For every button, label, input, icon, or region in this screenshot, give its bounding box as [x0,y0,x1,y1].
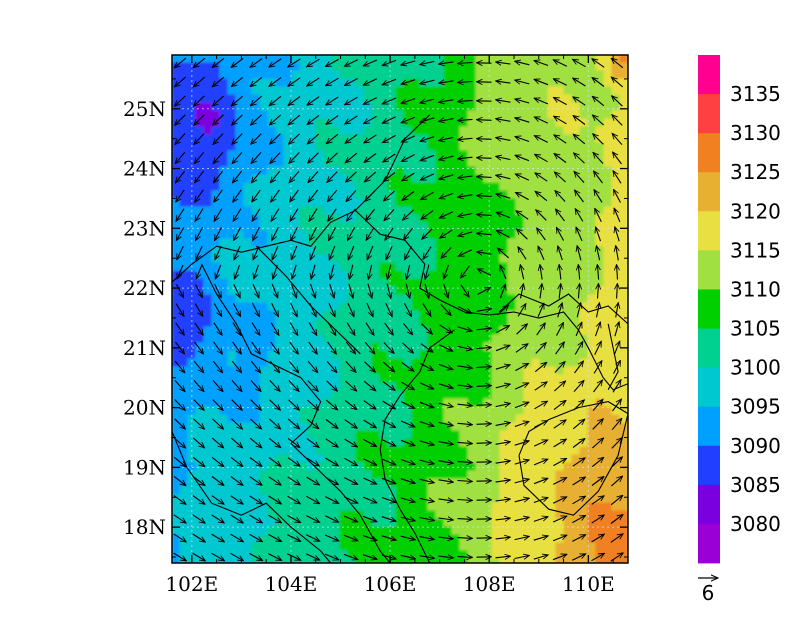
colorbar-label: 3110 [730,278,781,302]
y-tick-label: 19N [123,455,166,479]
shaded-field [172,55,628,563]
x-tick-label: 104E [265,572,318,596]
colorbar-label: 3120 [730,199,781,223]
reference-vector-label: 6 [702,581,715,605]
colorbar-swatch [698,328,720,369]
colorbar-swatch [698,133,720,173]
colorbar-label: 3135 [730,82,781,106]
x-tick-label: 110E [562,572,615,596]
colorbar: 3135 3130 3125 3120 3115 3110 3105 3100 3095 3090… [698,55,781,564]
y-tick-label: 24N [123,157,166,181]
colorbar-swatch [698,211,720,251]
colorbar-swatch [698,250,720,290]
colorbar-label: 3090 [730,434,781,458]
colorbar-swatch [698,406,720,447]
colorbar-label: 3100 [730,356,781,380]
y-tick-label: 25N [123,97,166,121]
colorbar-label: 3085 [730,473,781,497]
colorbar-swatch [698,445,720,486]
colorbar-label: 3115 [730,238,781,262]
y-tick-label: 21N [123,336,166,360]
y-axis-ticks: 25N 24N 23N 22N 21N 20N 19N 18N [123,78,628,558]
colorbar-swatch [698,289,720,329]
x-tick-label: 106E [364,572,417,596]
x-tick-label: 108E [463,572,516,596]
colorbar-swatch [698,94,720,134]
reference-vector: 6 [698,578,718,605]
y-tick-label: 23N [123,216,166,240]
colorbar-swatch [698,172,720,212]
colorbar-label: 3125 [730,160,781,184]
colorbar-swatch [698,523,720,564]
colorbar-label: 3105 [730,317,781,341]
colorbar-label: 3080 [730,512,781,536]
wind-vectors [173,58,624,562]
colorbar-swatch [698,484,720,525]
x-tick-label: 102E [165,572,218,596]
colorbar-label: 3095 [730,395,781,419]
colorbar-swatch [698,55,720,95]
y-tick-label: 22N [123,276,166,300]
map-frame [171,54,629,564]
colorbar-swatch [698,367,720,408]
y-tick-label: 18N [123,515,166,539]
y-tick-label: 20N [123,396,166,420]
colorbar-label: 3130 [730,121,781,145]
x-axis-ticks: 102E 104E 106E 108E 110E [165,55,615,596]
